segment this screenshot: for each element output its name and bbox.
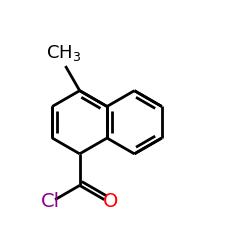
Text: CH$_3$: CH$_3$ — [46, 43, 82, 63]
Text: Cl: Cl — [40, 192, 60, 210]
Text: O: O — [103, 192, 118, 210]
